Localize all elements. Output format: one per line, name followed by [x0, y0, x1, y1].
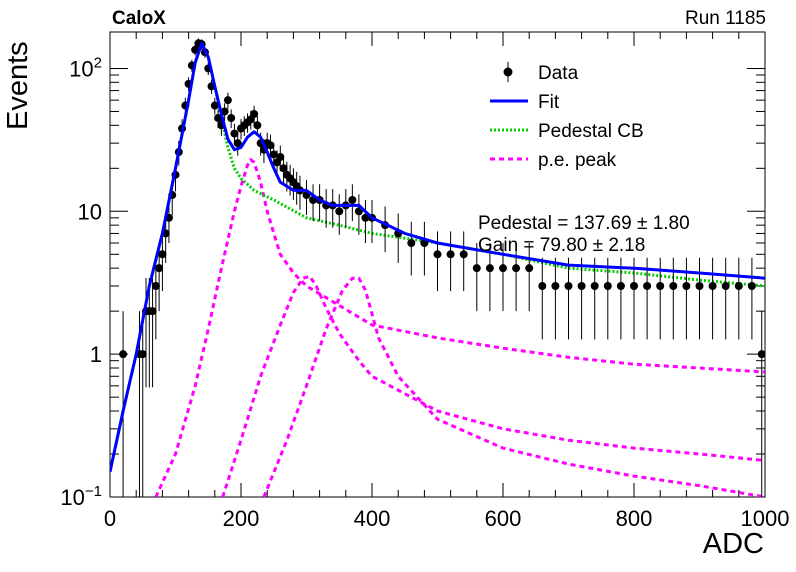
- plot-frame: [109, 31, 766, 498]
- data-point: [643, 282, 652, 291]
- data-point: [499, 264, 507, 273]
- legend-label-3: Pedestal CB: [538, 121, 644, 142]
- experiment-label: CaloX: [112, 8, 166, 29]
- data-point: [757, 350, 765, 359]
- y-tick-label: 102: [69, 54, 102, 81]
- data-point: [253, 121, 262, 130]
- data-point: [512, 264, 521, 273]
- data-point: [210, 101, 219, 110]
- fit-annotation-1: Pedestal = 137.69 ± 1.80: [478, 213, 690, 234]
- data-point: [656, 282, 665, 291]
- data-point: [433, 250, 442, 259]
- data-point: [564, 282, 573, 291]
- data-point: [223, 96, 232, 105]
- data-point: [158, 250, 167, 259]
- pe-peak-curve-2: [221, 274, 765, 497]
- data-point: [214, 114, 223, 123]
- data-point: [269, 150, 278, 159]
- data-point: [230, 129, 239, 138]
- data-point: [446, 250, 455, 259]
- legend-label-1: Data: [538, 63, 579, 84]
- data-point: [603, 282, 612, 291]
- y-axis-title: Events: [2, 41, 34, 130]
- data-point: [708, 282, 717, 291]
- data-point: [577, 282, 586, 291]
- data-point: [472, 264, 481, 273]
- pe-peak-curve-1: [154, 158, 765, 497]
- x-axis-title: ADC: [702, 528, 764, 560]
- data-point: [538, 282, 547, 291]
- data-point: [485, 264, 494, 273]
- data-point: [348, 195, 357, 204]
- x-tick-label: 200: [223, 506, 260, 531]
- data-point: [191, 45, 200, 54]
- data-point: [630, 282, 638, 291]
- data-point: [669, 282, 678, 291]
- data-point: [266, 141, 275, 150]
- x-tick-label: 800: [616, 506, 653, 531]
- y-tick-label: 10: [78, 199, 102, 224]
- data-point: [335, 207, 344, 216]
- data-point: [734, 282, 743, 291]
- data-point: [361, 213, 370, 222]
- data-point: [233, 139, 242, 148]
- x-tick-label: 0: [104, 506, 116, 531]
- data-point: [551, 282, 560, 291]
- x-tick-label: 600: [485, 506, 522, 531]
- y-tick-label: 10−1: [60, 483, 102, 510]
- data-point: [148, 307, 157, 316]
- fit-annotation-2: Gain = 79.80 ± 2.18: [478, 235, 645, 256]
- data-point: [747, 282, 756, 291]
- x-tick-label: 400: [354, 506, 391, 531]
- legend-data-marker: [503, 67, 513, 77]
- data-point: [721, 282, 730, 291]
- fit-curve: [110, 41, 765, 473]
- pe-peak-curve-3: [262, 276, 765, 497]
- data-point: [151, 282, 160, 291]
- legend-label-2: Fit: [538, 92, 560, 113]
- y-tick-label: 1: [90, 342, 102, 367]
- data-point: [279, 164, 288, 173]
- data-point: [276, 152, 285, 161]
- data-point: [695, 282, 704, 291]
- data-point: [525, 264, 534, 273]
- x-tick-label: 1000: [741, 506, 790, 531]
- data-point: [138, 350, 147, 359]
- data-point: [227, 114, 236, 123]
- data-point: [250, 109, 259, 118]
- data-point: [682, 282, 691, 291]
- data-point: [459, 250, 468, 259]
- data-point: [590, 282, 599, 291]
- legend-label-4: p.e. peak: [538, 150, 617, 171]
- run-label: Run 1185: [685, 8, 766, 29]
- data-point: [616, 282, 625, 291]
- data-point: [407, 238, 416, 247]
- data-point: [155, 264, 164, 273]
- data-point: [119, 350, 128, 359]
